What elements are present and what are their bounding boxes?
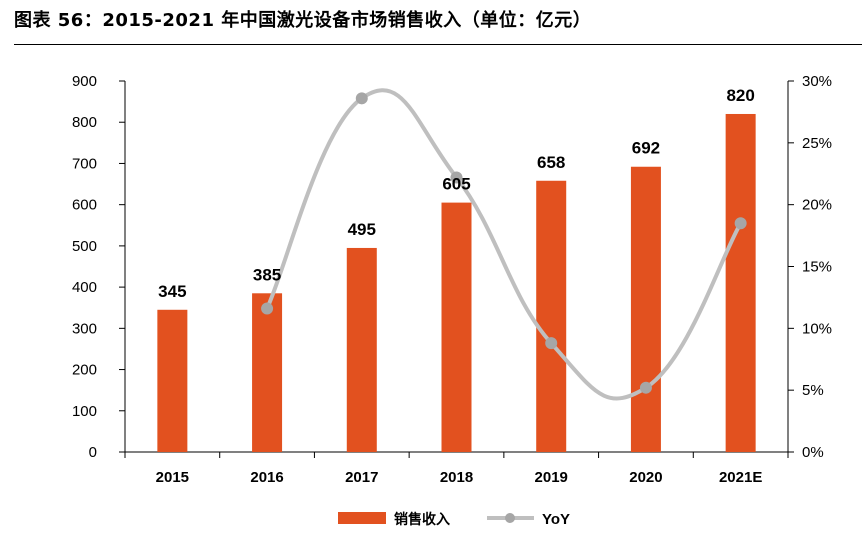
bar bbox=[441, 202, 472, 452]
bar bbox=[536, 180, 567, 452]
right-tick-label: 20% bbox=[802, 197, 832, 214]
x-tick-label: 2017 bbox=[345, 469, 378, 486]
yoy-point bbox=[734, 217, 747, 230]
x-tick-label: 2019 bbox=[535, 469, 568, 486]
x-tick-label: 2020 bbox=[629, 469, 662, 486]
legend-label: YoY bbox=[542, 511, 570, 528]
legend: 销售收入 YoY bbox=[338, 511, 570, 528]
figure-title: 图表 56：2015-2021 年中国激光设备市场销售收入（单位：亿元） bbox=[14, 10, 592, 31]
left-tick-label: 700 bbox=[72, 155, 97, 172]
yoy-point bbox=[355, 92, 368, 105]
yoy-series bbox=[261, 88, 747, 401]
right-tick-label: 15% bbox=[802, 259, 832, 276]
yoy-point bbox=[639, 381, 652, 394]
legend-swatch-marker bbox=[505, 513, 515, 523]
left-tick-label: 0 bbox=[89, 444, 97, 461]
x-tick-label: 2021E bbox=[719, 469, 762, 486]
left-tick-label: 900 bbox=[72, 73, 97, 90]
left-tick-label: 500 bbox=[72, 238, 97, 255]
bar-series bbox=[157, 113, 756, 452]
data-labels: 345 385 495 605 658 692 820 bbox=[158, 86, 755, 301]
left-tick-label: 300 bbox=[72, 320, 97, 337]
bar bbox=[725, 113, 756, 452]
bar-value-label: 495 bbox=[348, 220, 376, 239]
yoy-line bbox=[265, 88, 743, 401]
bar bbox=[346, 247, 377, 452]
left-tick-label: 200 bbox=[72, 362, 97, 379]
right-tick-label: 25% bbox=[802, 135, 832, 152]
bar-value-label: 605 bbox=[442, 175, 470, 194]
left-tick-label: 800 bbox=[72, 114, 97, 131]
right-tick-label: 30% bbox=[802, 73, 832, 90]
left-tick-label: 400 bbox=[72, 279, 97, 296]
bar-value-label: 820 bbox=[726, 86, 754, 105]
right-tick-label: 10% bbox=[802, 320, 832, 337]
bar-value-label: 658 bbox=[537, 153, 565, 172]
right-tick-label: 0% bbox=[802, 444, 824, 461]
x-tick-label: 2018 bbox=[440, 469, 473, 486]
yoy-point bbox=[261, 302, 274, 315]
left-tick-label: 600 bbox=[72, 197, 97, 214]
bar-value-label: 385 bbox=[253, 265, 281, 284]
left-tick-label: 100 bbox=[72, 403, 97, 420]
x-tick-label: 2015 bbox=[156, 469, 189, 486]
yoy-point bbox=[450, 171, 463, 184]
bar bbox=[252, 293, 283, 452]
yoy-point bbox=[545, 337, 558, 350]
chart-axes: 0 100 200 300 400 500 600 700 800 900 0% 5% 10% 15% 20… bbox=[72, 73, 832, 486]
bar-value-label: 345 bbox=[158, 282, 186, 301]
x-tick-label: 2016 bbox=[250, 469, 283, 486]
bar-value-label: 692 bbox=[632, 139, 660, 158]
bar bbox=[630, 166, 661, 452]
legend-swatch-bar bbox=[338, 512, 386, 524]
right-tick-label: 5% bbox=[802, 382, 824, 399]
bar bbox=[157, 309, 188, 452]
legend-label: 销售收入 bbox=[394, 511, 450, 528]
title-rule bbox=[14, 44, 862, 45]
